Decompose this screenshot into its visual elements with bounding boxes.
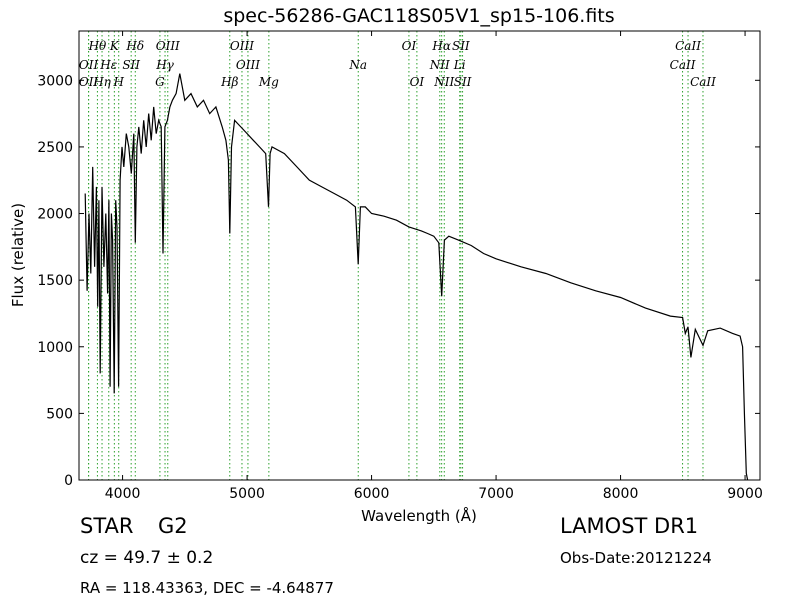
marker-label: Hα [431, 39, 451, 53]
y-axis-label: Flux (relative) [9, 203, 27, 307]
y-axis-ticks: 0 500 1000 1500 2000 2500 3000 [37, 73, 760, 489]
y-tick-label: 2000 [37, 207, 73, 223]
marker-label: OI [402, 39, 417, 53]
marker-label: Hβ [220, 75, 238, 89]
y-tick-label: 2500 [37, 140, 73, 156]
marker-label: NII [433, 75, 454, 89]
marker-label: Hη [92, 75, 111, 89]
marker-label: SII [122, 58, 140, 72]
x-tick-label: 7000 [478, 486, 514, 502]
x-tick-label: 8000 [603, 486, 639, 502]
marker-label: OI [410, 75, 425, 89]
y-tick-label: 3000 [37, 73, 73, 89]
y-tick-label: 0 [64, 473, 73, 489]
plot-axes-frame [78, 30, 761, 481]
coordinates-text: RA = 118.43363, DEC = -4.64877 [80, 579, 334, 597]
marker-label: CaII [670, 58, 696, 72]
marker-label: K [109, 39, 120, 53]
line-markers [88, 31, 704, 480]
marker-label: Hγ [155, 58, 174, 72]
marker-label: Na [348, 58, 367, 72]
survey-label: LAMOST DR1 [560, 514, 699, 538]
marker-label: H [112, 75, 124, 89]
marker-label: SII [454, 75, 472, 89]
x-tick-label: 4000 [105, 486, 141, 502]
y-tick-label: 1000 [37, 340, 73, 356]
marker-label: CaII [690, 75, 716, 89]
marker-label: Hε [99, 58, 117, 72]
y-tick-label: 500 [46, 406, 73, 422]
y-tick-label: 1500 [37, 273, 73, 289]
x-axis-label: Wavelength (Å) [361, 506, 477, 525]
marker-label: OII [79, 58, 99, 72]
x-tick-label: 9000 [727, 486, 763, 502]
chart-title: spec-56286-GAC118S05V1_sp15-106.fits [223, 5, 615, 27]
object-subclass: G2 [158, 514, 188, 538]
flux-series-line [84, 73, 749, 481]
marker-label: Hδ [125, 39, 144, 53]
marker-label: OIII [230, 39, 254, 53]
marker-label: NII [429, 58, 450, 72]
marker-label: Hθ [88, 39, 107, 53]
marker-label: G [155, 75, 165, 89]
x-tick-label: 5000 [229, 486, 265, 502]
marker-label: OII [79, 75, 99, 89]
marker-label: OIII [156, 39, 180, 53]
marker-label: CaII [675, 39, 701, 53]
redshift-text: cz = 49.7 ± 0.2 [80, 548, 214, 568]
marker-label: OIII [236, 58, 260, 72]
observation-date: Obs-Date:20121224 [560, 549, 712, 567]
marker-label: Mg [258, 75, 279, 89]
x-tick-label: 6000 [354, 486, 390, 502]
x-axis-ticks: 4000 5000 6000 7000 8000 9000 [105, 31, 763, 502]
marker-label: SII [452, 39, 470, 53]
marker-label: Li [453, 58, 466, 72]
object-class: STAR [80, 514, 134, 538]
